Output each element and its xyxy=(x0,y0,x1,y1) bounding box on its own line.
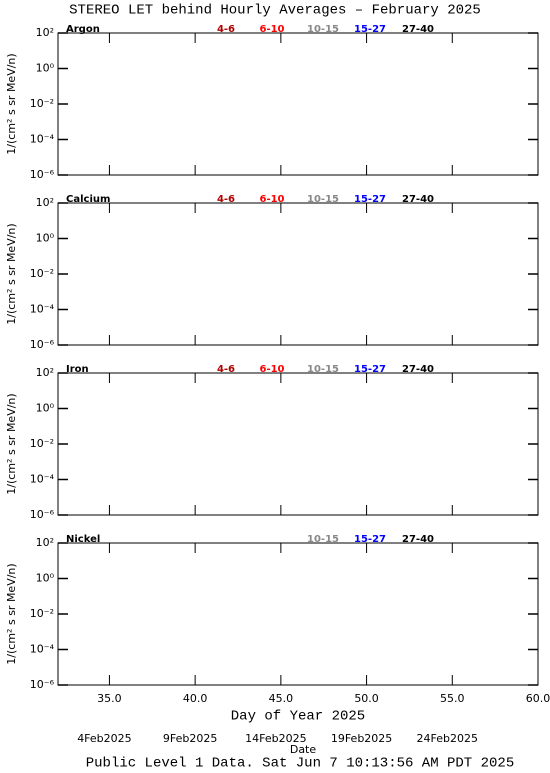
y-tick-label: 10⁰ xyxy=(36,572,55,585)
y-axis-label: 1/(cm² s sr MeV/n) xyxy=(5,223,18,324)
legend-entry: 4-6 xyxy=(217,194,235,205)
y-axis-label: 1/(cm² s sr MeV/n) xyxy=(5,53,18,154)
panel-title: Calcium xyxy=(66,194,110,205)
y-axis-label: 1/(cm² s sr MeV/n) xyxy=(5,563,18,664)
y-tick-label: 10⁻² xyxy=(30,607,54,620)
legend-entry: 15-27 xyxy=(354,534,386,545)
panel-title: Nickel xyxy=(66,534,100,545)
x-tick-label: 50.0 xyxy=(354,692,379,705)
legend-entry: 4-6 xyxy=(217,364,235,375)
y-tick-label: 10⁻⁶ xyxy=(30,168,55,181)
legend-entry: 10-15 xyxy=(307,364,339,375)
date-axis-label: Date xyxy=(290,743,317,756)
y-axis-label: 1/(cm² s sr MeV/n) xyxy=(5,393,18,494)
y-tick-label: 10² xyxy=(36,366,54,379)
legend-entry: 10-15 xyxy=(307,534,339,545)
y-tick-label: 10⁰ xyxy=(36,402,55,415)
legend-entry: 15-27 xyxy=(354,24,386,35)
x-tick-label: 60.0 xyxy=(526,692,550,705)
plot-frame xyxy=(57,542,539,686)
plot-frame xyxy=(57,202,539,346)
legend-entry: 10-15 xyxy=(307,24,339,35)
y-tick-label: 10⁰ xyxy=(36,62,55,75)
legend-entry: 27-40 xyxy=(402,194,434,205)
plot-frame xyxy=(57,372,539,516)
legend-entry: 6-10 xyxy=(259,364,284,375)
legend-entry: 27-40 xyxy=(402,24,434,35)
date-tick-label: 9Feb2025 xyxy=(163,732,217,745)
x-tick-label: 40.0 xyxy=(183,692,208,705)
y-tick-label: 10⁻⁴ xyxy=(30,473,55,486)
footer: Public Level 1 Data. Sat Jun 7 10:13:56 … xyxy=(86,756,514,772)
panel-title: Iron xyxy=(66,364,89,375)
x-tick-label: 45.0 xyxy=(269,692,294,705)
x-tick-label: 55.0 xyxy=(440,692,465,705)
y-tick-label: 10² xyxy=(36,536,54,549)
legend-entry: 6-10 xyxy=(259,194,284,205)
legend-entry: 10-15 xyxy=(307,194,339,205)
y-tick-label: 10⁻² xyxy=(30,437,54,450)
chart-title: STEREO LET behind Hourly Averages – Febr… xyxy=(69,3,481,19)
legend-entry: 4-6 xyxy=(217,24,235,35)
y-tick-label: 10² xyxy=(36,26,54,39)
panel-title: Argon xyxy=(66,24,100,35)
x-tick-label: 35.0 xyxy=(97,692,122,705)
y-tick-label: 10⁻² xyxy=(30,267,54,280)
legend-entry: 15-27 xyxy=(354,364,386,375)
y-tick-label: 10² xyxy=(36,196,54,209)
date-tick-label: 4Feb2025 xyxy=(77,732,131,745)
legend-entry: 6-10 xyxy=(259,24,284,35)
y-tick-label: 10⁻⁶ xyxy=(30,508,55,521)
plot-frame xyxy=(57,32,539,176)
y-tick-label: 10⁻⁶ xyxy=(30,678,55,691)
date-tick-label: 14Feb2025 xyxy=(245,732,306,745)
y-tick-label: 10⁰ xyxy=(36,232,55,245)
legend-entry: 27-40 xyxy=(402,364,434,375)
date-tick-label: 24Feb2025 xyxy=(417,732,478,745)
y-tick-label: 10⁻² xyxy=(30,97,54,110)
y-tick-label: 10⁻⁴ xyxy=(30,133,55,146)
legend-entry: 27-40 xyxy=(402,534,434,545)
y-tick-label: 10⁻⁶ xyxy=(30,338,55,351)
x-axis-label: Day of Year 2025 xyxy=(231,709,365,725)
y-tick-label: 10⁻⁴ xyxy=(30,303,55,316)
y-tick-label: 10⁻⁴ xyxy=(30,643,55,656)
legend-entry: 15-27 xyxy=(354,194,386,205)
date-tick-label: 19Feb2025 xyxy=(331,732,392,745)
